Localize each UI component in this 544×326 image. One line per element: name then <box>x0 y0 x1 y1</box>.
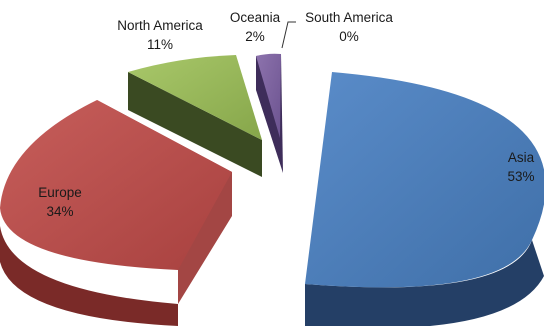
slice-oceania <box>256 53 283 173</box>
slice-asia-side <box>305 240 544 326</box>
label-oceania-value: 2% <box>245 29 265 44</box>
label-north-america-name: North America <box>117 18 203 33</box>
slice-north-america-top <box>128 55 262 140</box>
label-europe-name: Europe <box>38 185 82 200</box>
label-asia-name: Asia <box>508 150 535 165</box>
slice-north-america <box>128 55 262 177</box>
slice-north-america-side <box>128 72 262 177</box>
label-north-america-value: 11% <box>147 37 173 52</box>
slice-asia-top <box>305 72 544 288</box>
label-south-america-name: South America <box>305 10 393 25</box>
label-europe-value: 34% <box>46 204 73 219</box>
slice-europe <box>0 100 232 326</box>
slice-europe-side <box>0 226 178 326</box>
label-oceania-name: Oceania <box>230 10 281 25</box>
slice-oceania-top <box>256 53 281 138</box>
slice-europe-top <box>0 100 232 270</box>
label-south-america-value: 0% <box>339 29 359 44</box>
slice-asia <box>305 72 544 326</box>
south-america-leader-line <box>281 21 296 49</box>
label-asia-value: 53% <box>507 169 534 184</box>
